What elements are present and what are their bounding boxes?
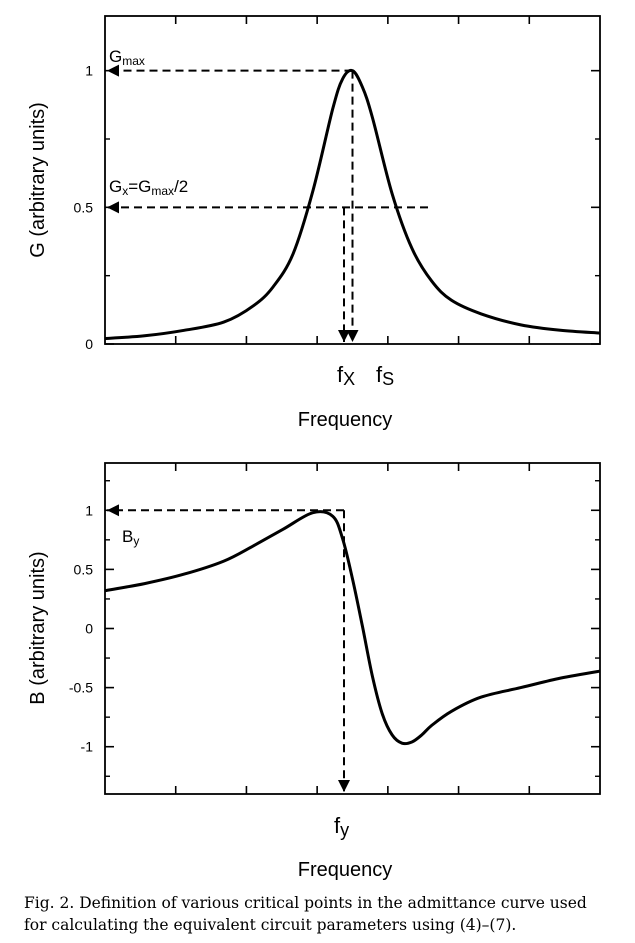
- g-y-ticks: 00.51: [74, 63, 600, 352]
- y-tick-label: 0: [85, 621, 93, 637]
- b-y-ticks: -1 -0.5 0 0.5 1: [69, 480, 600, 777]
- g-plot-frame: [104, 15, 601, 345]
- b-plot-frame: [104, 462, 601, 795]
- fx-label: fX: [337, 362, 355, 389]
- b-x-axis-title: Frequency: [298, 859, 393, 881]
- g-x-ticks: [174, 16, 531, 344]
- g-series-line: [104, 68, 601, 340]
- g-chart: 00.51 Gmax Gx=Gmax/2 fX fS Frequency G (…: [27, 15, 601, 431]
- g-x-axis-title: Frequency: [298, 409, 393, 431]
- b-x-ticks: [174, 463, 531, 794]
- y-tick-label: -1: [81, 739, 94, 755]
- y-tick-label: -0.5: [69, 680, 93, 696]
- b-series-line: [104, 510, 601, 746]
- y-tick-label: 0.5: [74, 199, 94, 215]
- g-guides: [107, 64, 428, 342]
- b-chart: -1 -0.5 0 0.5 1 By fy Frequency B (arbitrary…: [27, 462, 601, 881]
- fy-label: fy: [334, 813, 349, 840]
- gmax-label: Gmax: [109, 47, 145, 68]
- gx-label: Gx=Gmax/2: [109, 177, 188, 198]
- y-tick-label: 1: [85, 502, 93, 518]
- by-label: By: [122, 527, 139, 548]
- b-y-axis-title: B (arbitrary units): [27, 551, 49, 704]
- y-tick-label: 1: [85, 63, 93, 79]
- fs-label: fS: [376, 362, 394, 389]
- figure-caption: Fig. 2. Definition of various critical p…: [24, 894, 587, 934]
- y-tick-label: 0.5: [74, 561, 94, 577]
- b-guides: [107, 504, 350, 792]
- g-y-axis-title: G (arbitrary units): [27, 102, 49, 258]
- y-tick-label: 0: [85, 336, 93, 352]
